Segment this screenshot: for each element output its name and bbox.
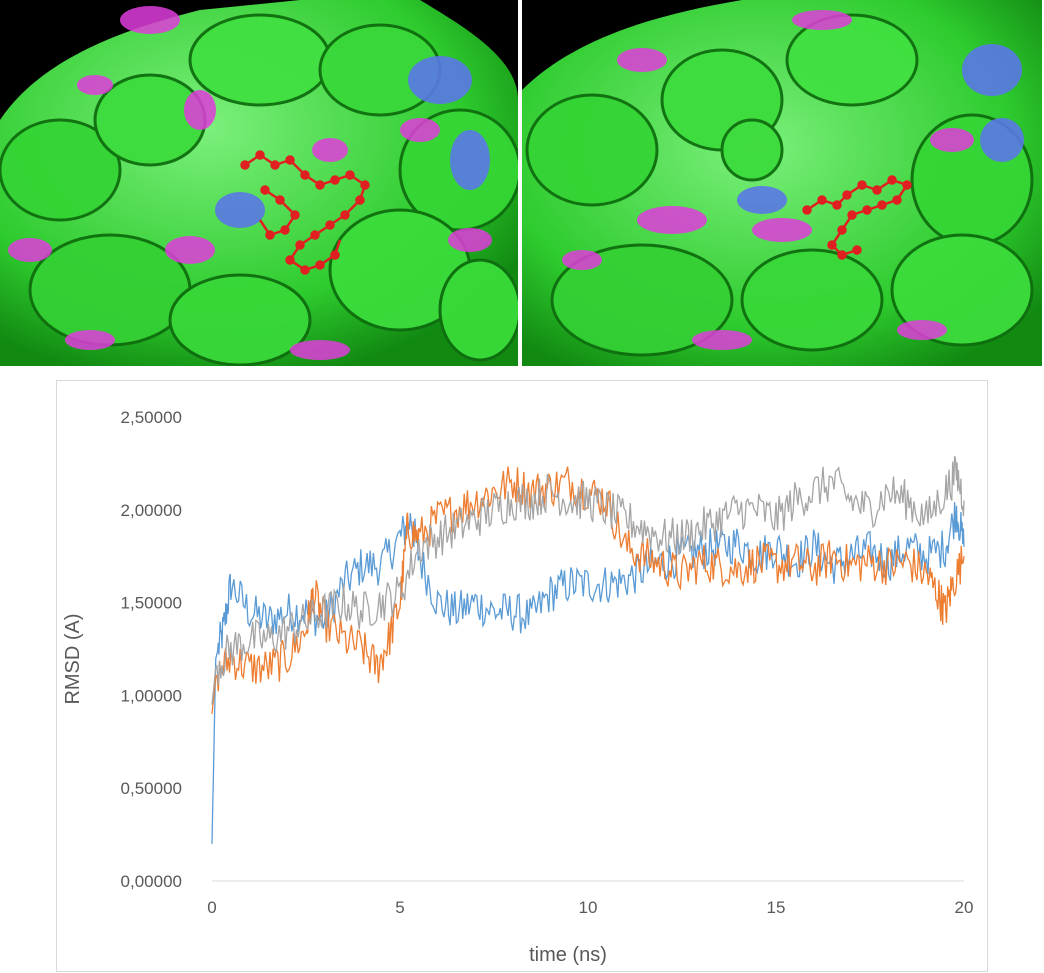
series-line-2	[211, 466, 965, 715]
y-axis-title: RMSD (A)	[62, 613, 84, 704]
rmsd-chart-svg: 0,00000 0,50000 1,00000 1,50000 2,00000 2,500…	[62, 408, 973, 966]
series-line-3	[211, 456, 965, 705]
series-layer	[211, 456, 965, 844]
series-line-1	[211, 502, 965, 844]
y-tick-label: 2,00000	[121, 501, 182, 520]
y-tick-label: 1,50000	[121, 594, 182, 613]
x-axis-title: time (ns)	[529, 944, 607, 966]
protein-surface-with-ligand-start	[0, 0, 518, 366]
protein-surface-with-ligand-end	[522, 0, 1042, 366]
x-tick-label: 20	[955, 898, 974, 917]
protein-surface-image-left	[0, 0, 518, 366]
y-tick-labels: 0,00000 0,50000 1,00000 1,50000 2,00000 2,500…	[121, 408, 182, 891]
y-tick-label: 1,00000	[121, 686, 182, 705]
ligand-molecule-right	[802, 175, 912, 260]
y-tick-label: 2,50000	[121, 408, 182, 427]
x-tick-label: 15	[767, 898, 786, 917]
x-tick-label: 10	[579, 898, 598, 917]
x-tick-label: 0	[207, 898, 216, 917]
x-tick-label: 5	[395, 898, 404, 917]
ligand-molecule-left	[240, 150, 370, 275]
y-tick-label: 0,50000	[121, 779, 182, 798]
protein-surface-image-right	[522, 0, 1042, 366]
rmsd-chart: 0,00000 0,50000 1,00000 1,50000 2,00000 2,500…	[56, 380, 988, 972]
x-tick-labels: 0 5 10 15 20	[207, 898, 973, 917]
molecular-surface-panels	[0, 0, 1044, 368]
y-tick-label: 0,00000	[121, 872, 182, 891]
